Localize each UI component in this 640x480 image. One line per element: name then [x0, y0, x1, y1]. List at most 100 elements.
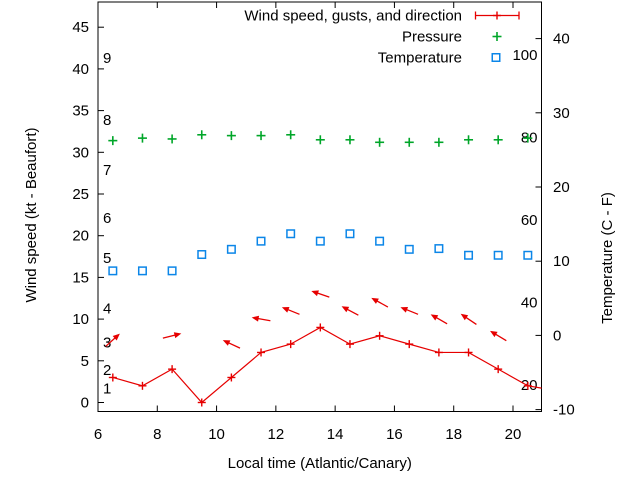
pressure-marker	[286, 130, 296, 140]
pressure-marker	[434, 137, 444, 147]
gust-arrow	[400, 307, 419, 315]
wind-speed-marker	[227, 373, 236, 382]
y-left-tick-label: 10	[72, 311, 89, 328]
x-tick-label: 16	[386, 426, 403, 443]
pressure-series	[108, 130, 533, 147]
pressure-marker	[523, 133, 533, 143]
gust-arrow	[251, 315, 271, 322]
beaufort-label: 4	[103, 300, 111, 317]
temperature-marker	[493, 250, 503, 260]
gust-arrow	[222, 340, 241, 349]
beaufort-label: 5	[103, 250, 111, 267]
beaufort-label: 1	[103, 380, 111, 397]
wind-speed-marker	[405, 340, 414, 349]
wind-speed-marker	[494, 365, 503, 374]
fahrenheit-label: 40	[521, 294, 538, 311]
y-left-tick-label: 5	[81, 353, 89, 370]
legend-item-temperature: Temperature	[378, 50, 501, 67]
x-tick-label: 10	[208, 426, 225, 443]
beaufort-label: 7	[103, 162, 111, 179]
y-left-tick-label: 35	[72, 103, 89, 120]
x-axis-title: Local time (Atlantic/Canary)	[228, 455, 412, 472]
y-right-tick-label: -10	[553, 402, 575, 419]
wind-speed-marker	[464, 348, 473, 357]
temperature-marker	[464, 250, 474, 260]
pressure-marker	[464, 135, 474, 145]
gust-arrow	[460, 313, 477, 325]
y-left-tick-label: 20	[72, 228, 89, 245]
beaufort-label: 8	[103, 112, 111, 129]
beaufort-label: 9	[103, 50, 111, 67]
x-tick-label: 8	[153, 426, 161, 443]
wind-speed-marker	[375, 331, 384, 340]
y-left-tick-label: 0	[81, 395, 89, 412]
y-right-tick-label: 30	[553, 105, 570, 122]
gust-arrow	[162, 332, 182, 339]
pressure-marker	[256, 131, 266, 141]
legend-wind-marker	[493, 11, 501, 20]
gust-arrow	[430, 314, 448, 325]
legend-pressure-marker	[492, 32, 502, 41]
x-tick-label: 20	[505, 426, 522, 443]
y-right-axis-title: Temperature (C - F)	[599, 192, 616, 324]
wind-speed-marker	[434, 348, 443, 357]
x-axis-ticks: 6 8 10 12 14 16 18 20	[94, 2, 522, 443]
wind-speed-line	[112, 326, 542, 404]
temperature-marker	[286, 229, 296, 239]
beaufort-scale-labels: 12 3 4 5 6 7 8 9	[103, 50, 111, 397]
gust-arrow	[281, 307, 300, 315]
pressure-marker	[197, 130, 207, 140]
gust-arrow	[341, 306, 359, 316]
y-right-tick-label: 10	[553, 253, 570, 270]
temperature-marker	[523, 250, 533, 260]
wind-speed-marker	[168, 365, 177, 374]
wind-speed-marker	[108, 373, 117, 382]
beaufort-label: 2	[103, 362, 111, 379]
temperature-marker	[345, 229, 355, 239]
wind-speed-marker	[257, 348, 266, 357]
legend-item-pressure: Pressure	[402, 29, 502, 46]
pressure-marker	[108, 136, 118, 146]
legend-item-wind: Wind speed, gusts, and direction	[244, 8, 520, 25]
beaufort-label: 3	[103, 334, 111, 351]
gust-arrow	[371, 297, 389, 308]
wind-speed-series	[108, 323, 542, 407]
y-left-tick-label: 40	[72, 61, 89, 78]
pressure-marker	[137, 133, 147, 143]
temperature-marker	[137, 266, 147, 276]
y-right-tick-label: 0	[553, 327, 561, 344]
gust-arrow	[490, 330, 507, 342]
wind-speed-marker	[316, 323, 325, 332]
pressure-marker	[404, 137, 414, 147]
x-tick-label: 12	[268, 426, 285, 443]
temperature-marker	[404, 244, 414, 254]
gust-arrow	[311, 290, 330, 298]
legend-temperature-marker	[491, 53, 501, 62]
wind-speed-marker	[523, 381, 532, 390]
y-left-tick-label: 45	[72, 19, 89, 36]
y-right-tick-label: 20	[553, 179, 570, 196]
y-left-axis-ticks: 0 5 10 15 20 25 30 35 40 45	[72, 19, 104, 412]
legend: Wind speed, gusts, and direction Pressure…	[244, 8, 520, 67]
plot-border	[97, 1, 542, 412]
pressure-marker	[226, 131, 236, 141]
pressure-marker	[315, 135, 325, 145]
wind-speed-marker	[197, 398, 206, 407]
x-tick-label: 18	[445, 426, 462, 443]
temperature-marker	[226, 244, 236, 254]
pressure-marker	[493, 135, 503, 145]
beaufort-label: 6	[103, 210, 111, 227]
y-left-axis-title: Wind speed (kt - Beaufort)	[23, 127, 40, 302]
y-right-axis-ticks: -10 0 10 20 30 40	[535, 31, 575, 419]
legend-label: Pressure	[402, 29, 462, 46]
wind-gust-arrows	[105, 290, 507, 349]
temperature-marker	[315, 236, 325, 246]
x-tick-label: 6	[94, 426, 102, 443]
wind-speed-marker	[345, 340, 354, 349]
temperature-marker	[167, 266, 177, 276]
legend-label: Temperature	[378, 50, 462, 67]
pressure-marker	[345, 135, 355, 145]
